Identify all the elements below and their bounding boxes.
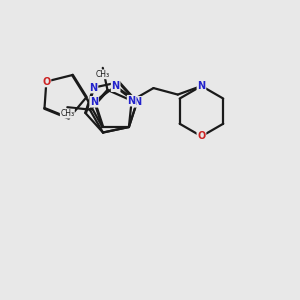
Text: CH₃: CH₃	[60, 109, 74, 118]
Text: N: N	[133, 97, 141, 107]
Text: N: N	[197, 81, 206, 91]
Text: N: N	[128, 96, 136, 106]
Text: N: N	[90, 97, 98, 107]
Text: O: O	[197, 131, 206, 141]
Text: N: N	[112, 81, 120, 91]
Text: O: O	[42, 76, 50, 86]
Text: N: N	[89, 82, 98, 93]
Text: CH₃: CH₃	[96, 70, 110, 79]
